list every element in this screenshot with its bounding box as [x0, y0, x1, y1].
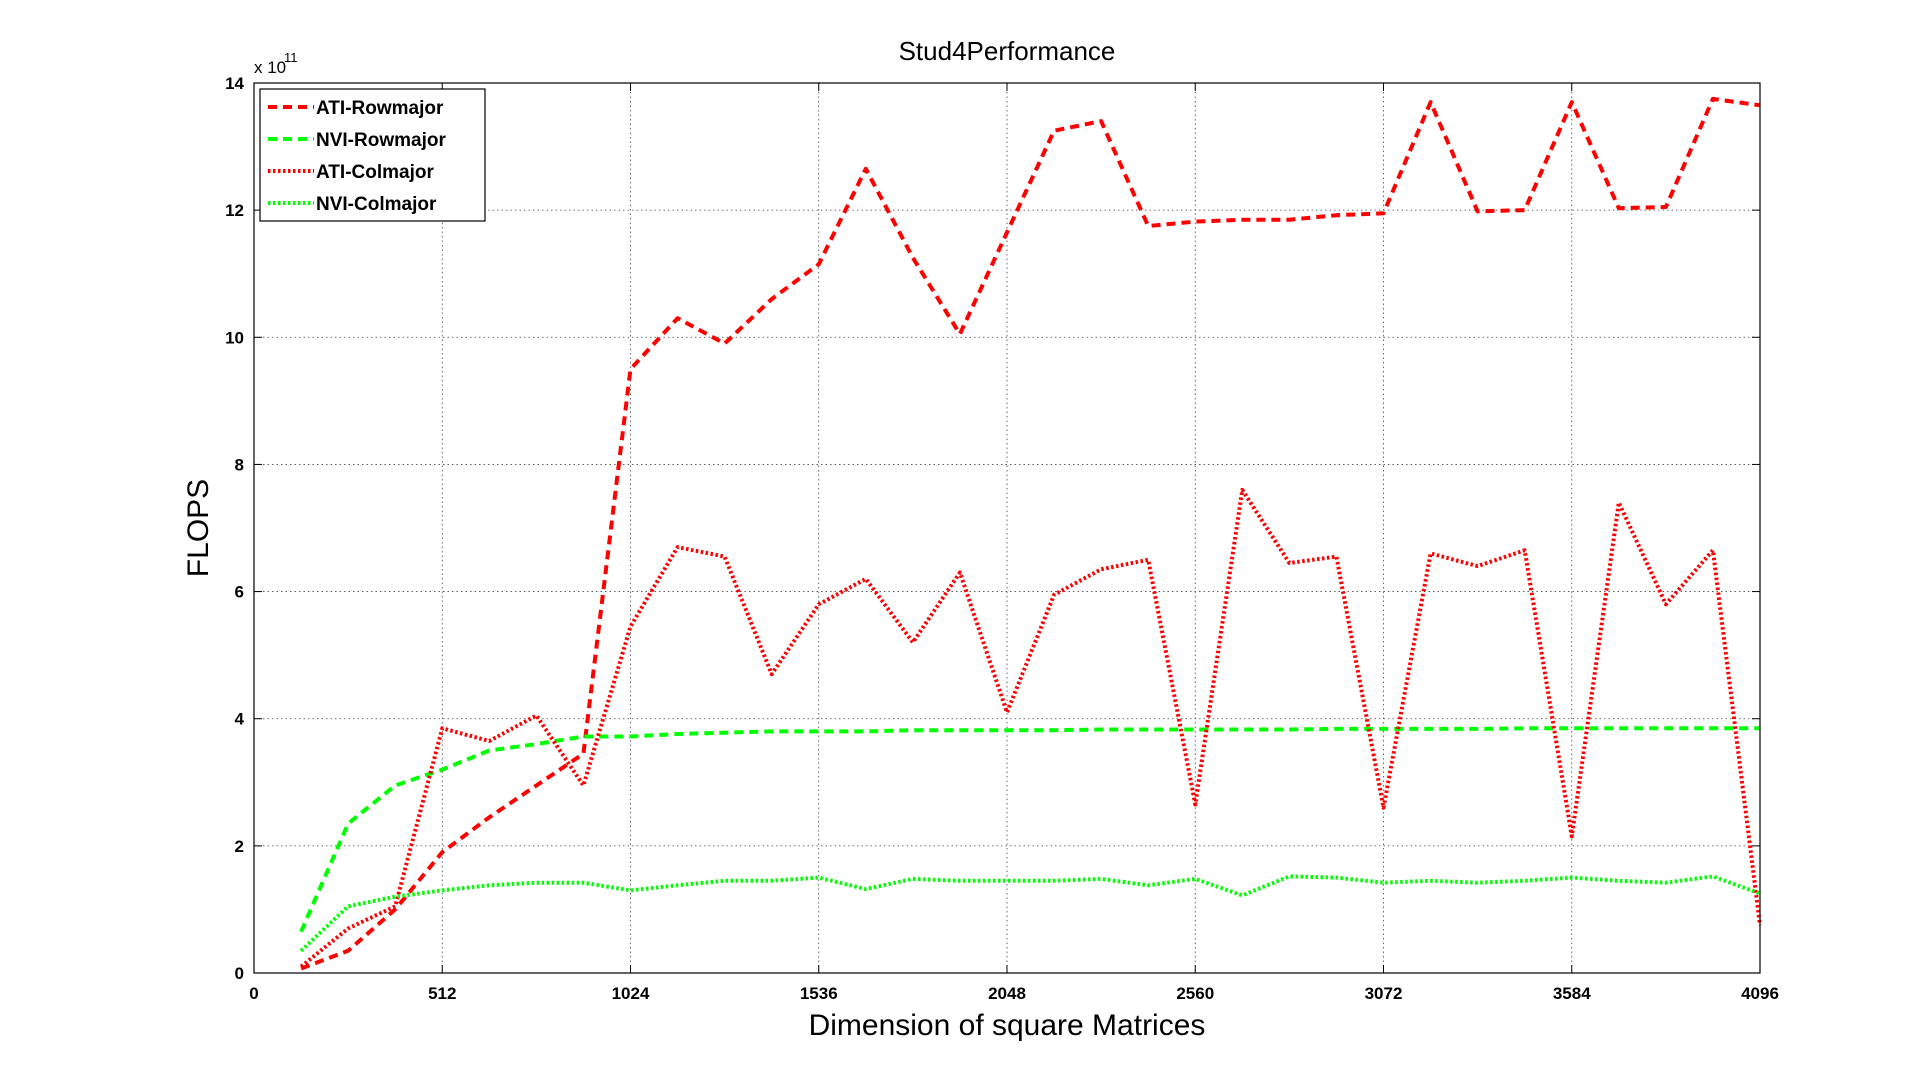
- x-tick-label: 0: [249, 984, 258, 1003]
- x-tick-label: 512: [428, 984, 456, 1003]
- y-axis: 0 2 4 6 8 10 12 14: [225, 74, 1760, 983]
- chart-title: Stud4Performance: [899, 36, 1116, 66]
- legend-label-nvi-rowmajor: NVI-Rowmajor: [316, 130, 446, 151]
- x-tick-label: 3584: [1553, 984, 1591, 1003]
- y-tick-label: 0: [235, 964, 244, 983]
- legend-box: [259, 88, 486, 222]
- x-tick-label: 1536: [800, 984, 838, 1003]
- y-tick-label: 2: [235, 837, 244, 856]
- x-tick-label: 4096: [1741, 984, 1779, 1003]
- series-line-ati-rowmajor: [300, 96, 1761, 971]
- y-tick-label: 8: [235, 455, 244, 474]
- y-tick-label: 6: [235, 583, 244, 602]
- y-tick-label: 4: [235, 710, 245, 729]
- y-tick-label: 10: [225, 328, 244, 347]
- x-axis: 0 512 1024 1536 2048 2560 3072 3584 4096: [249, 83, 1779, 1003]
- x-tick-label: 2560: [1176, 984, 1214, 1003]
- y-axis-label: FLOPS: [182, 479, 215, 577]
- y-exponent-base: x 10: [254, 58, 286, 77]
- y-tick-label: 14: [225, 74, 244, 93]
- legend: ATI-Rowmajor NVI-Rowmajor ATI-Colmajor NVI-…: [259, 88, 486, 222]
- series-line-nvi-colmajor: [299, 874, 1761, 953]
- x-axis-label: Dimension of square Matrices: [809, 1009, 1206, 1042]
- y-exponent-power: 11: [284, 50, 298, 65]
- y-tick-label: 12: [225, 201, 244, 220]
- x-tick-label: 1024: [612, 984, 650, 1003]
- series-line-nvi-rowmajor: [299, 726, 1760, 933]
- series-lines: [299, 96, 1762, 971]
- legend-label-ati-rowmajor: ATI-Rowmajor: [316, 98, 444, 119]
- legend-label-ati-colmajor: ATI-Colmajor: [316, 162, 434, 183]
- y-exponent: x 10 11: [254, 50, 298, 77]
- legend-label-nvi-colmajor: NVI-Colmajor: [316, 194, 437, 215]
- x-tick-label: 2048: [988, 984, 1026, 1003]
- grid: [254, 83, 1760, 973]
- x-tick-label: 3072: [1365, 984, 1403, 1003]
